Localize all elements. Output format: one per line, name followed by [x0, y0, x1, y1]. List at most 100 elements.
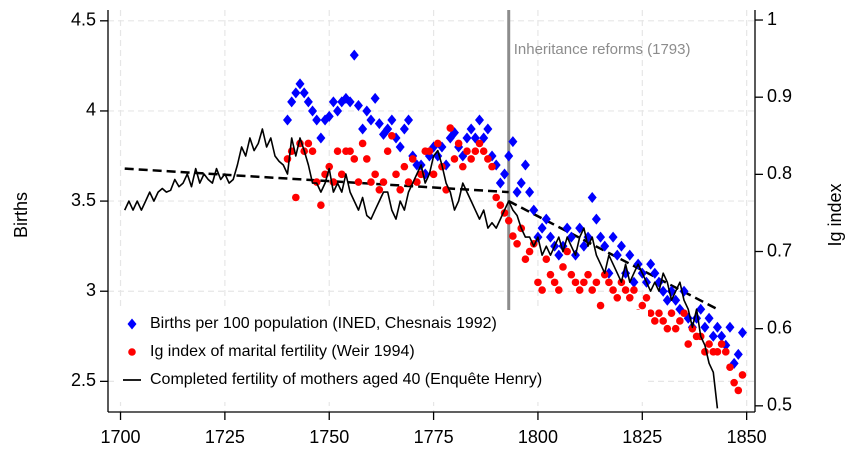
circle-point	[404, 178, 413, 186]
diamond-point	[362, 105, 372, 117]
legend: Births per 100 population (INED, Chesnai…	[118, 310, 648, 402]
circle-point	[571, 278, 580, 287]
diamond-point	[366, 114, 376, 126]
diamond-point	[708, 330, 718, 342]
x-tick-label: 1825	[622, 427, 662, 447]
circle-point	[738, 371, 747, 379]
circle-point	[317, 201, 325, 210]
circle-point	[534, 278, 542, 287]
diamond-point	[658, 285, 668, 297]
circle-point	[521, 255, 530, 264]
diamond-point	[495, 177, 505, 189]
x-tick-label: 1725	[205, 427, 245, 447]
diamond-point	[537, 222, 547, 234]
diamond-point	[483, 123, 493, 135]
circle-point	[450, 155, 459, 163]
circle-point	[467, 155, 475, 163]
circle-point	[688, 324, 697, 333]
circle-point	[525, 247, 534, 256]
diamond-point	[282, 114, 292, 126]
diamond-point	[303, 96, 313, 108]
diamond-point	[353, 100, 363, 112]
circle-point	[459, 162, 467, 171]
circle-point	[555, 286, 563, 294]
legend-label: Births per 100 population (INED, Chesnai…	[150, 315, 497, 332]
legend-box	[118, 310, 648, 402]
circle-point	[488, 162, 496, 171]
diamond-point	[333, 105, 343, 117]
diamond-point	[516, 177, 526, 189]
circle-point	[538, 286, 546, 294]
diamond-point	[612, 249, 622, 261]
circle-point	[546, 270, 555, 279]
diamond-point	[504, 150, 514, 162]
y-tick-label: 3	[86, 280, 96, 300]
annotation: Inheritance reforms (1793)	[514, 41, 691, 58]
diamond-point	[312, 114, 322, 126]
y2-tick-label: 0.8	[767, 163, 792, 183]
diamond-point	[562, 222, 572, 234]
circle-point	[705, 340, 713, 348]
diamond-point	[466, 123, 476, 135]
circle-point	[371, 170, 379, 179]
circle-point	[542, 255, 551, 264]
legend-label: Ig index of marital fertility (Weir 1994…	[150, 343, 415, 360]
circle-point	[484, 155, 492, 163]
y-axis-label: Births	[11, 192, 31, 238]
diamond-point	[328, 96, 338, 108]
diamond-point	[587, 191, 597, 203]
diamond-point	[662, 294, 672, 306]
diamond-point	[650, 267, 660, 279]
trend-line	[124, 167, 509, 194]
circle-point	[400, 162, 409, 171]
circle-point	[388, 131, 396, 140]
y2-tick-label: 0.9	[767, 86, 792, 106]
circle-point	[379, 178, 388, 186]
circle-point	[479, 147, 488, 156]
x-tick-label: 1700	[100, 427, 140, 447]
diamond-point	[541, 213, 551, 225]
diamond-point	[358, 123, 368, 135]
circle-point	[408, 155, 417, 163]
circle-point	[425, 147, 434, 156]
diamond-point	[395, 141, 405, 153]
diamond-point	[616, 240, 626, 252]
circle-point	[363, 155, 371, 163]
y2-axis-label: Ig index	[825, 183, 845, 246]
circle-point	[413, 178, 421, 186]
circle-point	[454, 139, 463, 148]
diamond-point	[127, 318, 137, 330]
diamond-point	[349, 49, 359, 61]
circle-point	[584, 270, 592, 279]
diamond-point	[700, 321, 710, 333]
circle-point	[663, 324, 672, 333]
circle-point	[509, 232, 517, 240]
diamond-point	[308, 105, 318, 117]
diamond-point	[725, 321, 735, 333]
circle-point	[671, 324, 680, 333]
diamond-point	[646, 258, 656, 270]
circle-point	[354, 178, 363, 186]
circle-point	[655, 309, 663, 318]
circle-point	[392, 170, 400, 179]
circle-point	[600, 270, 609, 279]
circle-point	[312, 178, 321, 186]
diamond-point	[387, 114, 397, 126]
circle-point	[513, 239, 521, 248]
diamond-point	[591, 213, 601, 225]
circle-point	[308, 147, 317, 156]
diamond-point	[287, 96, 297, 108]
y2-tick-label: 0.7	[767, 240, 792, 260]
diamond-point	[399, 123, 409, 135]
circle-point	[596, 301, 605, 310]
circle-point	[375, 185, 384, 194]
diamond-point	[299, 87, 309, 99]
diamond-point	[529, 204, 539, 216]
circle-point	[429, 170, 438, 179]
circle-point	[463, 147, 471, 156]
circle-point	[446, 124, 455, 132]
circle-point	[613, 294, 622, 302]
circle-point	[504, 216, 513, 225]
diamond-point	[345, 96, 355, 108]
circle-point	[575, 286, 584, 294]
